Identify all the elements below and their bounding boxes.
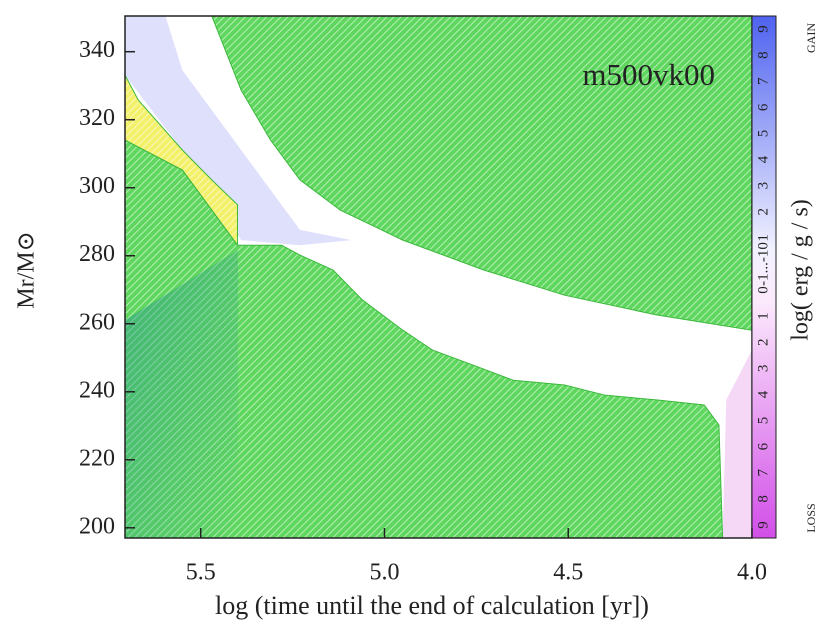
colorbar-tick-label: -1...-10 [755,242,771,286]
colorbar-tick-label: 7 [755,469,771,477]
y-tick-label: 300 [79,173,115,199]
colorbar-tick-label: 0 [755,286,771,294]
region [722,349,752,538]
region [211,16,752,331]
colorbar-tick-label: 5 [755,130,771,138]
y-axis-label: Mr/M⊙ [14,231,40,308]
x-tick-label: 4.5 [553,560,583,586]
colorbar-tick-label: 3 [755,365,771,373]
plot-area [125,16,752,538]
shading [125,250,238,538]
x-axis-label: log (time until the end of calculation [… [215,591,649,620]
colorbar-tick-label: 7 [755,77,771,85]
y-tick-label: 200 [79,513,115,539]
colorbar-gain: GAIN [804,23,818,53]
colorbar-tick-label: 2 [755,339,771,347]
colorbar [751,15,777,539]
colorbar-tick-label: 9 [755,521,771,529]
x-tick-label: 5.0 [369,560,399,586]
colorbar-tick-label: 3 [755,182,771,190]
x-tick-label: 4.0 [737,560,767,586]
colorbar-tick-label: 6 [755,103,771,111]
colorbar-loss: LOSS [804,503,818,532]
colorbar-tick-label: 8 [755,495,771,503]
colorbar-tick-label: 6 [755,442,771,450]
y-tick-label: 220 [79,445,115,471]
chart-title: m500vk00 [582,57,715,92]
y-tick-label: 340 [79,37,115,63]
colorbar-tick-label: 8 [755,51,771,59]
colorbar-tick-label: 9 [755,25,771,33]
colorbar-tick-label: 1 [755,312,771,320]
region [125,139,724,538]
colorbar-tick-label: 1 [755,234,771,242]
y-tick-label: 260 [79,309,115,335]
y-tick-label: 240 [79,377,115,403]
y-tick-label: 280 [79,241,115,267]
colorbar-label: log( erg / g / s) [788,199,814,341]
y-tick-label: 320 [79,105,115,131]
region [125,16,352,246]
colorbar-tick-label: 2 [755,208,771,216]
colorbar-tick-label: 4 [755,155,771,163]
colorbar-tick-label: 4 [755,390,771,398]
x-tick-label: 5.5 [186,560,216,586]
colorbar-tick-label: 5 [755,417,771,425]
